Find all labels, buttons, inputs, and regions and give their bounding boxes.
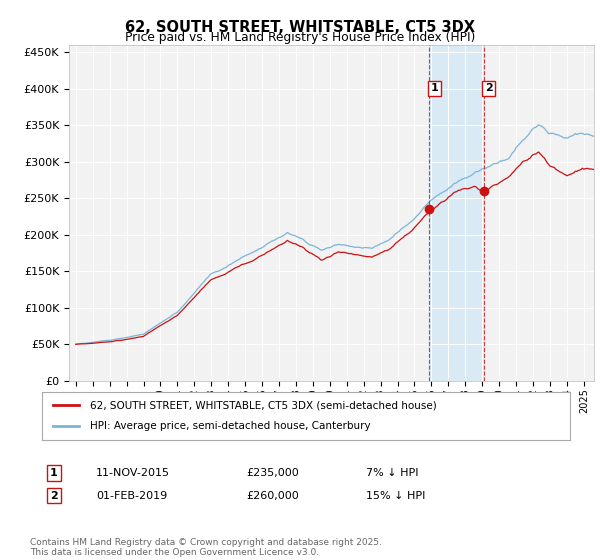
Text: 1: 1 <box>430 83 438 94</box>
Text: HPI: Average price, semi-detached house, Canterbury: HPI: Average price, semi-detached house,… <box>89 421 370 431</box>
Text: 2: 2 <box>50 491 58 501</box>
Text: 62, SOUTH STREET, WHITSTABLE, CT5 3DX: 62, SOUTH STREET, WHITSTABLE, CT5 3DX <box>125 20 475 35</box>
Text: Price paid vs. HM Land Registry's House Price Index (HPI): Price paid vs. HM Land Registry's House … <box>125 31 475 44</box>
Text: 2: 2 <box>485 83 493 94</box>
Text: 01-FEB-2019: 01-FEB-2019 <box>96 491 167 501</box>
Text: £235,000: £235,000 <box>246 468 299 478</box>
Bar <box>429 45 484 381</box>
Text: 11-NOV-2015: 11-NOV-2015 <box>96 468 170 478</box>
Text: £260,000: £260,000 <box>246 491 299 501</box>
Text: 62, SOUTH STREET, WHITSTABLE, CT5 3DX (semi-detached house): 62, SOUTH STREET, WHITSTABLE, CT5 3DX (s… <box>89 400 436 410</box>
Text: 1: 1 <box>50 468 58 478</box>
Text: Contains HM Land Registry data © Crown copyright and database right 2025.
This d: Contains HM Land Registry data © Crown c… <box>30 538 382 557</box>
Text: 15% ↓ HPI: 15% ↓ HPI <box>366 491 425 501</box>
Text: 7% ↓ HPI: 7% ↓ HPI <box>366 468 419 478</box>
